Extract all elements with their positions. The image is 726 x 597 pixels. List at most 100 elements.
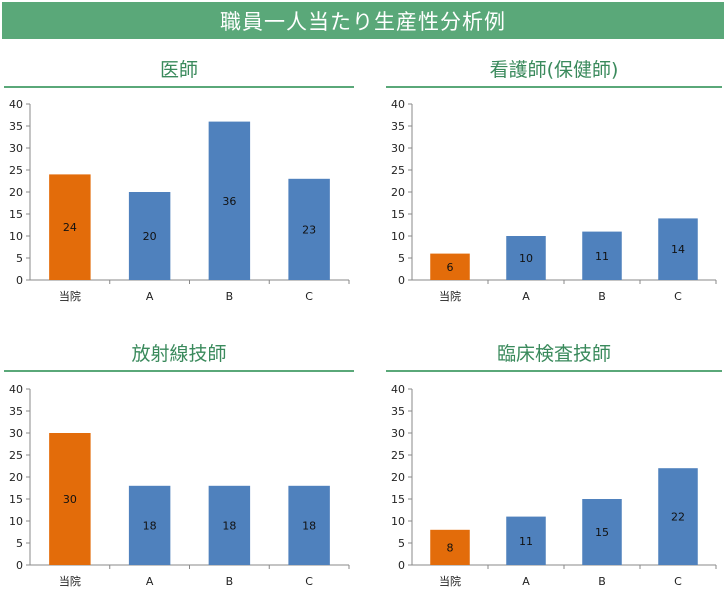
title-divider [4, 370, 354, 372]
x-tick-label: A [522, 290, 530, 303]
y-tick-label: 15 [391, 208, 405, 221]
bar [658, 468, 698, 565]
y-tick-label: 10 [9, 515, 23, 528]
x-tick-label: C [305, 290, 313, 303]
data-label: 23 [302, 223, 316, 236]
chart-title: 臨床検査技師 [496, 343, 611, 365]
x-tick-label: C [674, 290, 682, 303]
chart-title: 看護師(保健師) [489, 59, 619, 81]
y-tick-label: 5 [398, 537, 405, 550]
y-tick-label: 30 [391, 142, 405, 155]
x-tick-label: B [598, 575, 606, 588]
bar-chart-doctor: 0 5 10 15 20 25 30 35 40 24 当院 20 A 36 B 23 C [9, 98, 350, 303]
x-tick-label: C [305, 575, 313, 588]
y-tick-label: 5 [398, 252, 405, 265]
data-label: 24 [63, 221, 77, 234]
y-tick-label: 25 [391, 449, 405, 462]
x-tick-label: 当院 [439, 574, 461, 588]
y-tick-label: 35 [9, 120, 23, 133]
x-tick-label: 当院 [59, 289, 81, 303]
x-tick-label: B [226, 575, 234, 588]
y-tick-label: 0 [398, 274, 405, 287]
bar-chart-lab: 0 5 10 15 20 25 30 35 40 8 当院 11 A 15 B 22 C [391, 383, 717, 588]
bar [430, 529, 470, 565]
data-label: 6 [447, 261, 454, 274]
x-tick-label: B [226, 290, 234, 303]
bar [582, 499, 622, 565]
y-tick-label: 0 [398, 559, 405, 572]
bar [288, 178, 330, 280]
bar [49, 433, 91, 565]
data-label: 11 [595, 250, 609, 263]
y-tick-label: 20 [9, 186, 23, 199]
bar [128, 192, 171, 280]
y-tick-label: 30 [9, 142, 23, 155]
y-tick-label: 10 [391, 515, 405, 528]
data-label: 11 [519, 535, 533, 548]
y-tick-label: 20 [9, 471, 23, 484]
y-tick-label: 15 [9, 493, 23, 506]
x-tick-label: A [146, 575, 154, 588]
y-tick-label: 35 [391, 405, 405, 418]
y-tick-label: 35 [9, 405, 23, 418]
bar-chart-nurse: 0 5 10 15 20 25 30 35 40 6 当院 10 A 11 B 14 C [391, 98, 717, 303]
bar [582, 231, 622, 280]
title-divider [4, 86, 354, 88]
page-title-banner: 職員一人当たり生産性分析例 [2, 2, 724, 39]
bar [208, 121, 251, 280]
y-tick-label: 0 [16, 274, 23, 287]
data-label: 14 [671, 243, 685, 256]
y-tick-label: 40 [391, 383, 405, 396]
x-tick-label: 当院 [59, 574, 81, 588]
y-tick-label: 15 [391, 493, 405, 506]
bar [430, 253, 470, 280]
y-tick-label: 30 [9, 427, 23, 440]
y-tick-label: 30 [391, 427, 405, 440]
bar [658, 218, 698, 280]
y-tick-label: 40 [9, 98, 23, 111]
x-tick-label: B [598, 290, 606, 303]
data-label: 30 [63, 493, 77, 506]
chart-title: 放射線技師 [131, 343, 227, 365]
data-label: 18 [302, 519, 316, 532]
x-tick-label: A [146, 290, 154, 303]
bar [208, 485, 251, 565]
data-label: 18 [143, 519, 157, 532]
y-tick-label: 10 [9, 230, 23, 243]
bar-chart-radiology: 0 5 10 15 20 25 30 35 40 30 当院 18 A 18 B 18 C [9, 383, 350, 588]
chart-panel-radiology: 放射線技師 0 5 10 15 20 25 30 35 40 30 当院 18 A 18 B 18 C [4, 342, 354, 592]
bar [49, 174, 91, 280]
data-label: 8 [447, 541, 454, 554]
x-tick-label: A [522, 575, 530, 588]
data-label: 20 [143, 230, 157, 243]
chart-panel-nurse: 看護師(保健師) 0 5 10 15 20 25 30 35 40 6 当院 10 A 11 B 14 C [386, 58, 722, 308]
bar [506, 516, 546, 565]
bar [128, 485, 171, 565]
data-label: 36 [222, 195, 236, 208]
data-label: 10 [519, 252, 533, 265]
y-tick-label: 5 [16, 252, 23, 265]
chart-panel-doctor: 医師 0 5 10 15 20 25 30 35 40 24 当院 20 A 36 B 23 C [4, 58, 354, 308]
bar [506, 236, 546, 280]
data-label: 22 [671, 511, 685, 524]
y-tick-label: 25 [9, 164, 23, 177]
chart-title: 医師 [159, 59, 198, 81]
x-tick-label: C [674, 575, 682, 588]
title-divider [386, 370, 722, 372]
y-tick-label: 20 [391, 186, 405, 199]
y-tick-label: 40 [391, 98, 405, 111]
y-tick-label: 5 [16, 537, 23, 550]
y-tick-label: 25 [391, 164, 405, 177]
y-tick-label: 15 [9, 208, 23, 221]
chart-panel-lab: 臨床検査技師 0 5 10 15 20 25 30 35 40 8 当院 11 A 15 B 22 C [386, 342, 722, 592]
data-label: 15 [595, 526, 609, 539]
bar [288, 485, 330, 565]
data-label: 18 [222, 519, 236, 532]
x-tick-label: 当院 [439, 289, 461, 303]
title-divider [386, 86, 722, 88]
y-tick-label: 10 [391, 230, 405, 243]
y-tick-label: 40 [9, 383, 23, 396]
page-title: 職員一人当たり生産性分析例 [220, 9, 506, 34]
y-tick-label: 20 [391, 471, 405, 484]
y-tick-label: 35 [391, 120, 405, 133]
